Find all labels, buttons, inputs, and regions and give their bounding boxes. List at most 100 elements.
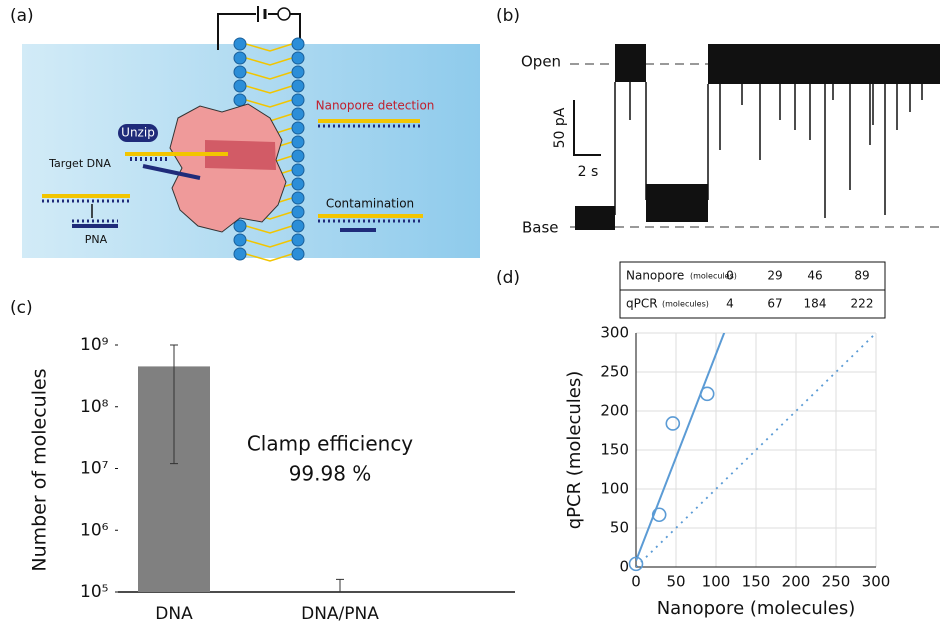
level-label: Base: [522, 219, 559, 237]
x-tick-label: DNA: [155, 604, 193, 623]
lipid-head: [291, 51, 305, 65]
diagram-label: Unzip: [121, 126, 155, 140]
lipid-tail: [245, 225, 293, 234]
trace-segment: [615, 44, 646, 82]
lipid-head: [291, 219, 305, 233]
row-unit: (molecules): [662, 300, 709, 309]
lipid-tail: [245, 239, 293, 248]
lipid-head: [233, 51, 247, 65]
lipid-head: [233, 93, 247, 107]
scale-label: 2 s: [578, 164, 599, 180]
diagram: Nanopore detection Unzip Target DNA PNA …: [22, 6, 480, 262]
lipid-head: [291, 233, 305, 247]
diagram-label: Target DNA: [48, 157, 111, 170]
lipid-tail: [245, 71, 293, 80]
panel-label: (b): [496, 6, 520, 26]
diagram-label: Contamination: [326, 197, 414, 211]
y-tick-label: 10⁸: [80, 397, 109, 417]
trend-line: [636, 333, 726, 562]
trace-segment: [646, 184, 708, 222]
level-label: Open: [521, 53, 561, 71]
bar-chart: Number of molecules 10⁵ 10⁶ 10⁷ 10⁸ 10⁹ DNA DNA…: [29, 335, 515, 623]
y-tick-label: 250: [600, 363, 629, 381]
x-tick-label: 50: [666, 573, 685, 591]
diagram-label: PNA: [85, 233, 108, 246]
y-tick-label: 100: [600, 480, 629, 498]
x-tick-label: 200: [782, 573, 811, 591]
error-bar: [170, 344, 178, 465]
scatter-chart: 0 50 100 150 200 250 300 0 50 100 150 200 250 300 Nano…: [564, 324, 891, 620]
x-tick-label: 150: [742, 573, 771, 591]
x-axis-title: Nanopore (molecules): [657, 598, 856, 619]
table-cell: 46: [807, 269, 822, 283]
x-tick-label: DNA/PNA: [301, 604, 379, 623]
lipid-head: [233, 65, 247, 79]
lipid-head: [291, 107, 305, 121]
lipid-head: [291, 205, 305, 219]
lipid-head: [291, 191, 305, 205]
y-tick-label: 50: [610, 519, 629, 537]
table-cell: 29: [767, 269, 782, 283]
scale-bar: [573, 100, 601, 156]
lipid-head: [291, 65, 305, 79]
diagram-label: Nanopore detection: [316, 99, 435, 113]
lipid-tail: [245, 85, 293, 94]
trace-segment: [708, 44, 940, 84]
table-cell: 67: [767, 297, 782, 311]
x-tick-label: 100: [702, 573, 731, 591]
lipid-tail: [245, 253, 293, 262]
pna-strand: [142, 164, 201, 180]
lipid-head: [291, 163, 305, 177]
row-label: qPCR: [626, 297, 658, 311]
y-tick-label: 10⁹: [80, 335, 109, 355]
annotation: 99.98 %: [289, 462, 372, 486]
lipid-head: [291, 247, 305, 261]
lipid-head: [291, 121, 305, 135]
lipid-tail: [245, 43, 293, 52]
y-tick-label: 150: [600, 441, 629, 459]
panel-label: (d): [496, 268, 520, 288]
y-tick-label: 300: [600, 324, 629, 342]
point: [628, 556, 644, 572]
table-cell: 222: [851, 297, 874, 311]
lipid-tail: [245, 57, 293, 66]
lipid-head: [291, 149, 305, 163]
unzip-badge: [118, 124, 158, 142]
ammeter: [277, 7, 291, 21]
lipid-head: [291, 37, 305, 51]
y-tick-label: 0: [619, 558, 629, 576]
table-cell: 184: [804, 297, 827, 311]
lipid-head: [233, 79, 247, 93]
lipid-head: [291, 177, 305, 191]
y-tick-label: 10⁷: [80, 459, 109, 479]
y-axis-title: Number of molecules: [29, 368, 51, 571]
lipid-head: [291, 93, 305, 107]
panel-label: (c): [10, 298, 33, 318]
point: [699, 386, 715, 402]
nanopore-channel: [205, 140, 276, 170]
plot-area: [138, 344, 344, 592]
point: [665, 416, 681, 431]
lipid-head: [233, 247, 247, 261]
trace-spikes: [614, 82, 923, 218]
plot-area: [636, 333, 876, 567]
point: [651, 507, 667, 523]
y-tick-label: 10⁵: [80, 582, 108, 602]
x-tick-label: 300: [862, 573, 891, 591]
y-axis-title: qPCR (molecules): [564, 371, 585, 530]
scale-label: 50 pA: [552, 107, 568, 148]
y-tick-label: 200: [600, 402, 629, 420]
trace-segment: [575, 206, 615, 230]
row-unit: (molecules): [690, 272, 737, 281]
table-cell: 4: [726, 297, 734, 311]
annotation: Clamp efficiency: [247, 432, 413, 456]
table-cell: 89: [854, 269, 869, 283]
y-tick-label: 10⁶: [80, 520, 109, 540]
lipid-head: [291, 79, 305, 93]
x-tick-label: 250: [822, 573, 851, 591]
row-label: Nanopore: [626, 269, 684, 283]
lipid-tail: [245, 99, 293, 108]
lipid-head: [233, 37, 247, 51]
x-tick-label: 0: [631, 573, 641, 591]
